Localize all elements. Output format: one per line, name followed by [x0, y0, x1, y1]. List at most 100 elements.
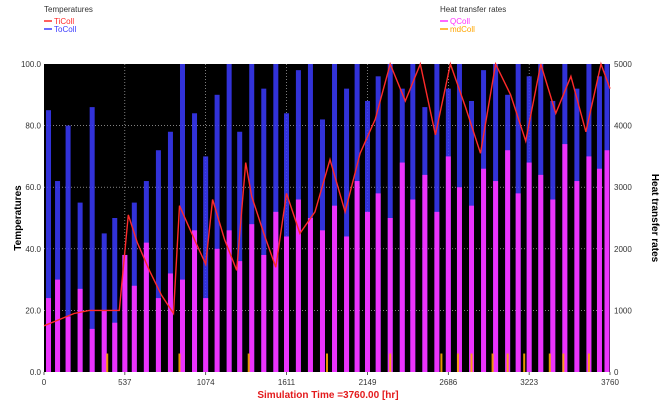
- spike-qcoll: [307, 218, 313, 372]
- spike-mdcoll: [456, 353, 459, 372]
- spike-qcoll: [505, 150, 511, 372]
- spike-tocoll: [101, 233, 107, 372]
- spike-qcoll: [179, 279, 185, 372]
- spike-qcoll: [550, 199, 556, 372]
- y-right-tick-label: 2000: [614, 245, 632, 254]
- spike-qcoll: [375, 193, 381, 372]
- spike-mdcoll: [178, 353, 181, 372]
- spike-tocoll: [89, 107, 95, 373]
- spike-qcoll: [65, 316, 71, 372]
- spike-qcoll: [192, 230, 198, 372]
- spike-tocoll: [237, 131, 243, 372]
- spike-mdcoll: [587, 353, 590, 372]
- spike-qcoll: [586, 156, 592, 372]
- y-left-tick-label: 20.0: [25, 306, 41, 315]
- spike-qcoll: [77, 288, 83, 372]
- spike-tocoll: [167, 131, 173, 372]
- spike-mdcoll: [506, 353, 509, 372]
- spike-tocoll: [46, 110, 52, 372]
- x-tick-label: 1074: [197, 378, 215, 387]
- spike-qcoll: [434, 211, 440, 372]
- y-axis-right-label: Heat transfer rates: [649, 174, 660, 263]
- spike-qcoll: [562, 144, 568, 372]
- legend-label-ticoll: TiColl: [54, 17, 74, 26]
- spike-qcoll: [143, 242, 149, 372]
- spike-qcoll: [332, 205, 338, 372]
- spike-qcoll: [261, 254, 267, 372]
- y-right-tick-label: 4000: [614, 122, 632, 131]
- y-right-tick-label: 0: [614, 368, 619, 377]
- x-tick-label: 3223: [520, 378, 538, 387]
- series-line-ticoll: [43, 61, 611, 327]
- spike-qcoll: [526, 162, 532, 372]
- legend-left-title: Temperatures: [44, 5, 93, 14]
- spike-qcoll: [538, 174, 544, 372]
- spike-mdcoll: [523, 353, 526, 372]
- legend-label-qcoll: QColl: [450, 17, 470, 26]
- spike-qcoll: [122, 254, 128, 372]
- spike-qcoll: [295, 199, 301, 372]
- y-left-tick-label: 80.0: [25, 122, 41, 131]
- legend-label-mdcoll: mdColl: [450, 25, 475, 34]
- spike-mdcoll: [106, 353, 109, 372]
- y-left-tick-label: 40.0: [25, 245, 41, 254]
- spike-qcoll: [410, 199, 416, 372]
- legend-label-tocoll: ToColl: [54, 25, 76, 34]
- spike-qcoll: [574, 181, 580, 372]
- y-right-tick-label: 1000: [614, 306, 632, 315]
- x-tick-label: 537: [118, 378, 132, 387]
- spike-mdcoll: [562, 353, 565, 372]
- y-left-tick-label: 0.0: [30, 368, 42, 377]
- spike-tocoll: [226, 64, 232, 372]
- spike-qcoll: [249, 224, 255, 372]
- spike-qcoll: [604, 150, 610, 372]
- spike-tocoll: [249, 64, 255, 372]
- spike-mdcoll: [470, 353, 473, 372]
- spike-tocoll: [214, 94, 220, 373]
- spike-qcoll: [493, 181, 499, 372]
- y-right-tick-label: 3000: [614, 183, 632, 192]
- x-axis-ticks: 0 537 1074 1611 2149 2686 3223 3760: [42, 372, 619, 387]
- x-tick-label: 2686: [439, 378, 457, 387]
- spike-qcoll: [237, 261, 243, 372]
- plot-area: [44, 64, 610, 372]
- spike-qcoll: [422, 174, 428, 372]
- spike-mdcoll: [440, 353, 443, 372]
- spike-tocoll: [112, 218, 118, 372]
- spike-tocoll: [55, 181, 61, 372]
- y-left-tick-label: 100.0: [21, 60, 42, 69]
- x-tick-label: 2149: [359, 378, 377, 387]
- x-tick-label: 1611: [278, 378, 296, 387]
- spike-qcoll: [167, 273, 173, 372]
- spike-qcoll: [101, 310, 107, 372]
- spike-qcoll: [89, 328, 95, 372]
- spike-tocoll: [344, 88, 350, 372]
- spike-qcoll: [344, 236, 350, 372]
- spike-tocoll: [261, 88, 267, 372]
- y-axis-right-ticks: 0 1000 2000 3000 4000 5000: [614, 60, 632, 377]
- spike-qcoll: [354, 181, 360, 372]
- x-axis-label: Simulation Time =3760.00 [hr]: [257, 390, 398, 401]
- spike-mdcoll: [491, 353, 494, 372]
- series-layer: [43, 61, 611, 373]
- spike-tocoll: [155, 150, 161, 372]
- y-axis-left-ticks: 0.0 20.0 40.0 60.0 80.0 100.0: [21, 60, 42, 377]
- spike-qcoll: [515, 193, 521, 372]
- spike-qcoll: [284, 236, 290, 372]
- spike-qcoll: [399, 162, 405, 372]
- legend-right-title: Heat transfer rates: [440, 5, 506, 14]
- spike-mdcoll: [548, 353, 551, 372]
- spike-qcoll: [214, 248, 220, 372]
- spike-qcoll: [596, 168, 602, 372]
- spike-mdcoll: [389, 353, 392, 372]
- spike-tocoll: [77, 202, 83, 372]
- x-tick-label: 0: [42, 378, 47, 387]
- spike-qcoll: [226, 230, 232, 372]
- y-axis-left-label: Temperatures: [13, 185, 24, 251]
- spike-qcoll: [131, 285, 137, 372]
- spike-qcoll: [155, 298, 161, 372]
- y-right-tick-label: 5000: [614, 60, 632, 69]
- spike-qcoll: [469, 205, 475, 372]
- spike-qcoll: [387, 218, 393, 372]
- spike-tocoll: [179, 64, 185, 372]
